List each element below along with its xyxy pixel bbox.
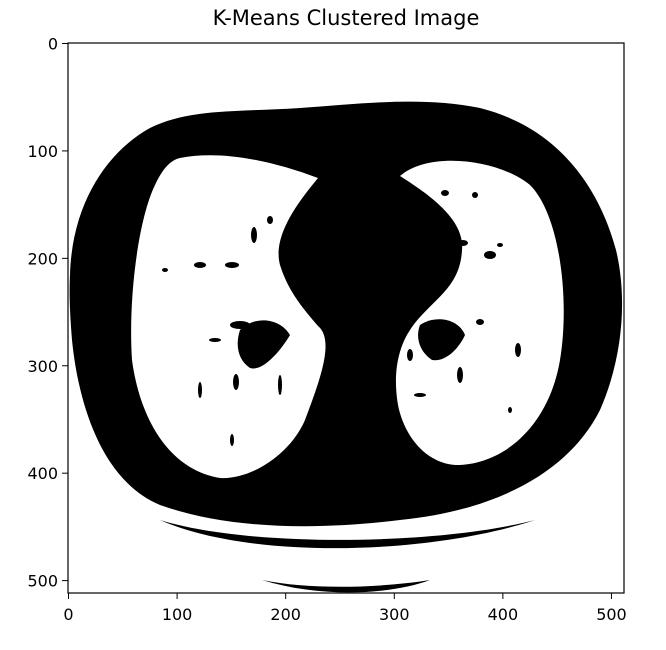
table-arc [160,520,535,549]
y-tick-label: 500 [27,572,58,591]
y-tick-label: 0 [48,35,58,54]
kmeans-image [68,43,624,593]
y-tick-label: 400 [27,464,58,483]
x-axis: 0 100 200 300 400 500 [63,593,627,624]
y-tick-label: 200 [27,249,58,268]
right-lung [395,160,564,466]
axes-frame [67,42,625,594]
x-tick-label: 100 [162,605,193,624]
y-tick-label: 100 [27,142,58,161]
y-tick-label: 300 [27,357,58,376]
left-lung [131,155,326,479]
x-tick-label: 400 [488,605,519,624]
x-tick-label: 0 [63,605,73,624]
y-axis: 0 100 200 300 400 500 [27,35,68,591]
bottom-arc [262,580,430,593]
x-tick-label: 300 [379,605,410,624]
x-tick-label: 200 [270,605,301,624]
x-tick-label: 500 [596,605,627,624]
plot-title: K-Means Clustered Image [212,6,480,30]
